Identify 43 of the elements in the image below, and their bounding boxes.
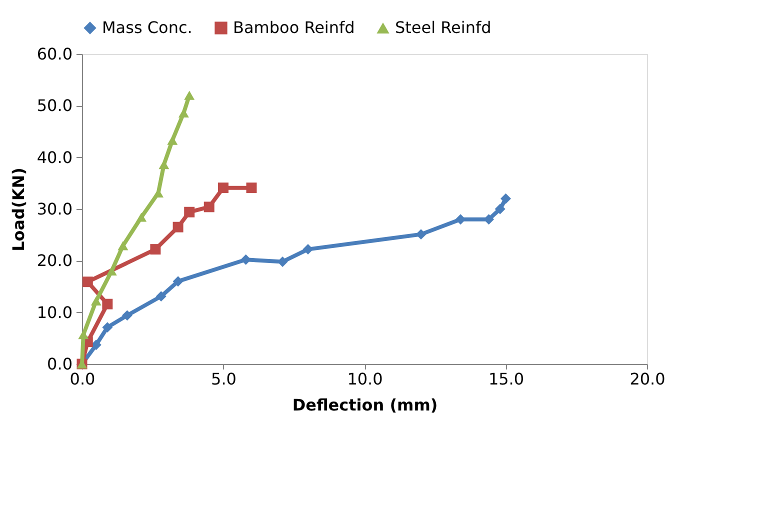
point bbox=[167, 136, 178, 145]
point bbox=[118, 241, 128, 250]
point bbox=[90, 296, 102, 306]
point bbox=[218, 182, 228, 194]
point bbox=[150, 244, 161, 255]
x-tick-label: 0.0 bbox=[70, 370, 96, 388]
x-tick-label: 15.0 bbox=[488, 370, 524, 388]
legend-label: Mass Conc. bbox=[102, 18, 192, 37]
point bbox=[82, 276, 93, 288]
y-tick-label: 0.0 bbox=[47, 354, 72, 374]
point bbox=[184, 90, 195, 100]
point bbox=[172, 276, 184, 287]
y-tick-label: 10.0 bbox=[36, 302, 72, 322]
point bbox=[494, 204, 506, 214]
point bbox=[78, 330, 89, 340]
point bbox=[158, 160, 170, 170]
x-tick-label: 10.0 bbox=[347, 370, 383, 388]
legend-label: Steel Reinfd bbox=[395, 18, 492, 37]
point bbox=[302, 244, 314, 255]
point bbox=[172, 222, 184, 232]
point bbox=[416, 229, 426, 240]
y-tick-label: 50.0 bbox=[36, 96, 72, 116]
y-tick-label: 60.0 bbox=[36, 44, 72, 64]
legend-label: Bamboo Reinfd bbox=[233, 18, 355, 37]
x-tick-label: 20.0 bbox=[630, 370, 666, 388]
point bbox=[500, 193, 511, 204]
y-tick-label: 30.0 bbox=[36, 200, 72, 218]
point bbox=[484, 214, 494, 225]
point bbox=[204, 202, 214, 212]
point bbox=[136, 212, 147, 222]
y-tick-label: 20.0 bbox=[36, 251, 72, 270]
point bbox=[178, 108, 189, 118]
y-axis-title: Load(KN) bbox=[8, 168, 28, 252]
point bbox=[156, 291, 166, 302]
x-axis-title: Deflection (mm) bbox=[292, 396, 438, 414]
point bbox=[184, 206, 195, 218]
x-tick-label: 5.0 bbox=[211, 370, 236, 388]
y-tick-label: 40.0 bbox=[36, 148, 72, 167]
point bbox=[122, 310, 132, 321]
point bbox=[246, 182, 257, 194]
point bbox=[106, 266, 117, 276]
point bbox=[102, 298, 113, 310]
point bbox=[102, 322, 113, 333]
